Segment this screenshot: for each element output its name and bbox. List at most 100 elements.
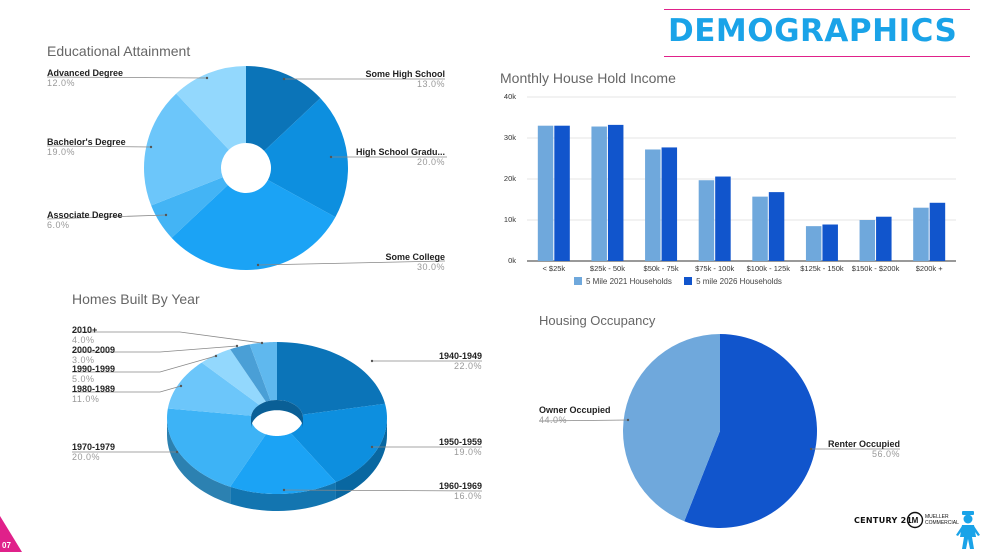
- edu-slice-0: [246, 66, 321, 151]
- homes-leader-dot-1: [370, 445, 374, 449]
- homes-label-2010: 2010+: [72, 325, 98, 335]
- edu-leader-dot-4: [149, 145, 153, 149]
- svg-text:M: M: [912, 516, 919, 525]
- occ-label-renter: Renter Occupied: [827, 439, 900, 449]
- edu-slice-5: [176, 66, 246, 150]
- income-bar-0-6: [859, 220, 876, 261]
- income-bar-0-3: [698, 180, 715, 261]
- homes-leader-line-2: [283, 489, 483, 492]
- homes-side-3: [167, 418, 231, 504]
- edu-label-some-college: Some College: [385, 252, 445, 262]
- edu-pct-advanced: 12.0%: [47, 78, 76, 88]
- occ-pct-owner: 44.0%: [539, 415, 568, 425]
- edu-slice-2: [171, 180, 336, 270]
- page-title: DEMOGRAPHICS: [668, 13, 958, 49]
- income-xtick-label: < $25k: [542, 264, 566, 273]
- income-bar-0-2: [645, 149, 661, 261]
- edu-leader-dot-3: [164, 213, 168, 217]
- income-bar-1-0: [554, 125, 570, 261]
- edu-pct-bachelor: 19.0%: [47, 147, 76, 157]
- occ-slice-1: [623, 334, 720, 522]
- homes-pct-2010: 4.0%: [72, 335, 95, 345]
- homes-pct-1990: 5.0%: [72, 374, 95, 384]
- income-xtick-label: $50k - 75k: [643, 264, 679, 273]
- income-bar-1-4: [768, 192, 785, 261]
- header-banner: DEMOGRAPHICS: [664, 9, 970, 57]
- homes-label-1960: 1960-1969: [438, 481, 482, 491]
- income-bar-1-5: [822, 224, 838, 261]
- edu-leader-line-3: [46, 214, 167, 220]
- edu-label-bachelor: Bachelor's Degree: [47, 137, 126, 147]
- edu-leader-dot-1: [329, 155, 333, 159]
- homes-slice-2: [230, 433, 336, 494]
- homes-label-1950: 1950-1959: [438, 437, 482, 447]
- income-bar-1-3: [715, 176, 731, 261]
- homes-label-1990: 1990-1999: [72, 364, 116, 374]
- homes-chart-title: Homes Built By Year: [72, 291, 200, 307]
- income-bar-0-7: [913, 207, 929, 261]
- edu-leader-line-5: [46, 76, 208, 79]
- homes-slice-4: [167, 362, 260, 416]
- legend-swatch-2021: [574, 277, 582, 285]
- edu-leader-dot-5: [205, 76, 209, 80]
- homes-pct-1950: 19.0%: [453, 447, 482, 457]
- mueller-logo: M: [906, 511, 924, 534]
- income-ytick-label: 40k: [503, 92, 516, 101]
- education-chart-title: Educational Attainment: [47, 43, 191, 59]
- income-ytick-label: 20k: [503, 174, 516, 183]
- income-chart-title: Monthly House Hold Income: [500, 70, 676, 86]
- homes-slice-1: [290, 403, 387, 483]
- mueller-logo-text: MUELLER COMMERCIAL: [925, 514, 959, 526]
- homes-pct-1960: 16.0%: [453, 491, 482, 501]
- homes-side-1: [335, 418, 387, 500]
- edu-label-associate: Associate Degree: [47, 210, 123, 220]
- income-xtick-label: $75k - 100k: [695, 264, 735, 273]
- occ-leader-dot-0: [809, 447, 813, 451]
- income-ytick-label: 10k: [503, 215, 516, 224]
- edu-slice-1: [264, 98, 348, 218]
- income-bar-0-4: [752, 196, 768, 261]
- edu-leader-line-4: [46, 145, 152, 148]
- homes-label-1940: 1940-1949: [438, 351, 482, 361]
- homes-label-1980: 1980-1989: [72, 384, 116, 394]
- homes-leader-line-5: [72, 355, 217, 373]
- legend-label-2026: 5 mile 2026 Households: [696, 277, 782, 286]
- edu-pct-some-high-school: 13.0%: [416, 79, 445, 89]
- edu-label-some-high-school: Some High School: [365, 69, 445, 79]
- edu-label-advanced: Advanced Degree: [47, 68, 124, 78]
- mueller-logo-mark: M: [906, 511, 924, 529]
- edu-leader-dot-2: [256, 263, 260, 267]
- income-ytick-label: 0k: [508, 256, 516, 265]
- homes-leader-dot-3: [175, 450, 179, 454]
- edu-slice-4: [143, 93, 229, 206]
- income-bar-1-7: [929, 202, 946, 261]
- occ-pct-renter: 56.0%: [871, 449, 900, 459]
- edu-label-high-school-grad: High School Gradu...: [355, 147, 445, 157]
- income-bar-0-0: [537, 125, 554, 261]
- occ-label-owner: Owner Occupied: [539, 405, 611, 415]
- edu-pct-some-college: 30.0%: [416, 262, 445, 272]
- homes-leader-dot-5: [214, 354, 218, 358]
- homes-label-2000: 2000-2009: [72, 345, 116, 355]
- homes-pct-2000: 3.0%: [72, 355, 95, 365]
- edu-slice-3: [151, 177, 228, 238]
- homes-pct-1970: 20.0%: [72, 452, 101, 462]
- occ-leader-dot-1: [626, 418, 630, 422]
- income-bar-0-5: [805, 226, 822, 261]
- homes-pct-1980: 11.0%: [72, 394, 100, 404]
- income-xtick-label: $200k +: [915, 264, 943, 273]
- homes-pct-1940: 22.0%: [453, 361, 482, 371]
- income-bar-1-1: [607, 124, 624, 261]
- occ-slice-0: [684, 334, 818, 528]
- legend-label-2021: 5 Mile 2021 Households: [586, 277, 672, 286]
- homes-leader-dot-2: [282, 488, 286, 492]
- homes-slice-7: [249, 342, 277, 401]
- edu-leader-line-2: [257, 260, 446, 266]
- edu-pct-high-school-grad: 20.0%: [416, 157, 445, 167]
- income-ytick-label: 30k: [503, 133, 516, 142]
- edu-pct-associate: 6.0%: [47, 220, 70, 230]
